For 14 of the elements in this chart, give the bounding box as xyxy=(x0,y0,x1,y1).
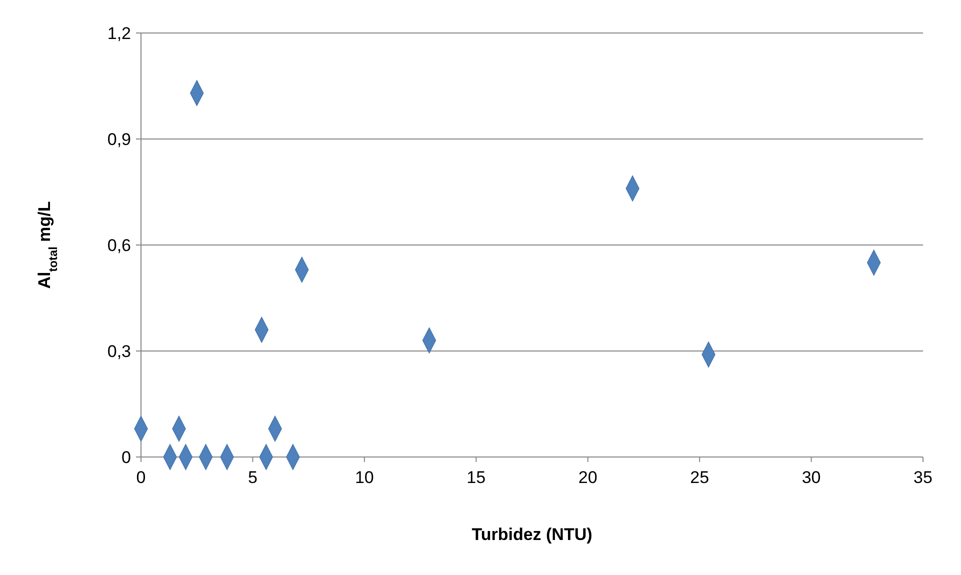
x-tick-label: 20 xyxy=(578,468,598,487)
x-tick-label: 25 xyxy=(690,468,710,487)
x-tick-label: 10 xyxy=(354,468,374,487)
y-tick-label: 0 xyxy=(122,448,131,467)
y-tick-label: 0,9 xyxy=(107,130,131,149)
y-tick-label: 0,3 xyxy=(107,342,131,361)
x-axis-title: Turbidez (NTU) xyxy=(472,525,592,544)
x-tick-label: 30 xyxy=(802,468,821,487)
x-tick-label: 15 xyxy=(466,468,486,487)
x-tick-label: 0 xyxy=(136,468,146,487)
x-tick-label: 5 xyxy=(248,468,258,487)
y-tick-label: 1,2 xyxy=(107,24,131,43)
y-tick-label: 0,6 xyxy=(107,236,131,255)
x-tick-label: 35 xyxy=(914,468,932,487)
